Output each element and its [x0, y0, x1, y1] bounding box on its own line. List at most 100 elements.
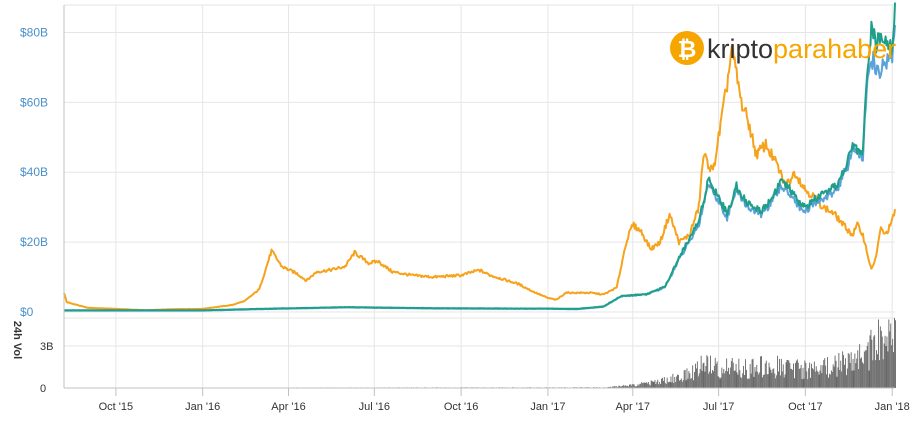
volume-bar [787, 360, 788, 388]
volume-bar [778, 372, 779, 389]
volume-bar [703, 363, 704, 388]
volume-bar [741, 378, 742, 388]
volume-bar [677, 375, 678, 388]
logo-text: kriptoparahaber [707, 34, 896, 64]
volume-bar [772, 369, 773, 388]
volume-bar [643, 383, 644, 388]
volume-bar [792, 370, 793, 388]
volume-bar [730, 368, 731, 389]
volume-bar [814, 362, 815, 388]
volume-bar [721, 377, 722, 388]
volume-bar [686, 380, 687, 388]
volume-bar [889, 331, 890, 388]
y-tick-label: $20B [20, 235, 48, 249]
volume-bar [714, 366, 715, 388]
volume-bar [849, 354, 850, 388]
volume-bar [775, 378, 776, 388]
volume-bar [658, 384, 659, 388]
volume-bar [860, 359, 861, 389]
volume-bar [742, 373, 743, 388]
volume-bar [862, 362, 863, 388]
volume-bar [760, 357, 761, 389]
volume-bar [654, 382, 655, 388]
volume-bar [698, 376, 699, 388]
volume-bar [854, 370, 855, 388]
volume-bar [758, 374, 759, 388]
volume-bar [824, 358, 825, 388]
volume-bar [766, 361, 767, 388]
volume-bar [784, 378, 785, 389]
volume-bar [873, 337, 874, 389]
volume-bar [720, 379, 721, 388]
volume-tick-label: 0 [40, 383, 46, 395]
volume-bar [756, 365, 757, 388]
volume-bar [645, 383, 646, 388]
volume-bar [872, 360, 873, 388]
x-tick-label: Jan '18 [875, 401, 910, 413]
volume-bar [800, 368, 801, 388]
volume-bar [712, 370, 713, 388]
x-tick-label: Apr '16 [271, 401, 306, 413]
volume-bar [847, 369, 848, 389]
volume-bar [685, 370, 686, 388]
volume-bar [727, 371, 728, 388]
volume-bar [715, 358, 716, 388]
volume-bar [656, 382, 657, 388]
volume-bar [647, 384, 648, 389]
volume-bar [697, 361, 698, 388]
volume-bar [864, 352, 865, 388]
volume-bar [681, 379, 682, 389]
volume-bar [879, 360, 880, 388]
volume-bar [830, 375, 831, 388]
volume-bar [644, 383, 645, 389]
volume-bar [716, 364, 717, 388]
volume-bar [673, 383, 674, 388]
volume-bar [759, 373, 760, 389]
volume-bar [678, 375, 679, 388]
volume-bar [851, 352, 852, 388]
volume-bar [848, 353, 849, 388]
volume-bar [750, 364, 751, 388]
volume-bar [663, 381, 664, 388]
volume-bar [865, 350, 866, 388]
volume-bar [725, 371, 726, 388]
volume-bar [640, 384, 641, 388]
volume-bar [821, 373, 822, 388]
volume-bar [680, 380, 681, 388]
volume-bar [733, 363, 734, 388]
volume-bar [890, 324, 891, 389]
volume-bar [682, 382, 683, 388]
volume-bar [816, 366, 817, 388]
volume-bar [629, 385, 630, 388]
volume-bar [866, 350, 867, 388]
volume-bar [852, 371, 853, 388]
volume-bar [710, 356, 711, 388]
volume-bar [719, 377, 720, 388]
volume-bar [779, 359, 780, 388]
volume-bar [894, 318, 895, 388]
volume-axis-title: 24h Vol [11, 321, 23, 359]
volume-bar [705, 372, 706, 388]
volume-bar [838, 367, 839, 388]
volume-bar [707, 357, 708, 388]
x-tick-label: Jul '17 [703, 401, 734, 413]
volume-bar [666, 384, 667, 388]
volume-bar [776, 375, 777, 388]
volume-bar [871, 340, 872, 388]
volume-bar [868, 342, 869, 388]
volume-bar [801, 365, 802, 388]
volume-bar [836, 361, 837, 388]
volume-bar [785, 375, 786, 389]
volume-bar [701, 356, 702, 388]
volume-bar [757, 372, 758, 388]
volume-bar [833, 364, 834, 388]
volume-bar [661, 379, 662, 388]
volume-bar [856, 359, 857, 388]
x-tick-label: Jan '17 [530, 401, 565, 413]
volume-bar [648, 382, 649, 388]
y-tick-label: $80B [20, 25, 48, 39]
y-tick-label: $60B [20, 95, 48, 109]
volume-bar [788, 360, 789, 388]
volume-bar [811, 364, 812, 388]
